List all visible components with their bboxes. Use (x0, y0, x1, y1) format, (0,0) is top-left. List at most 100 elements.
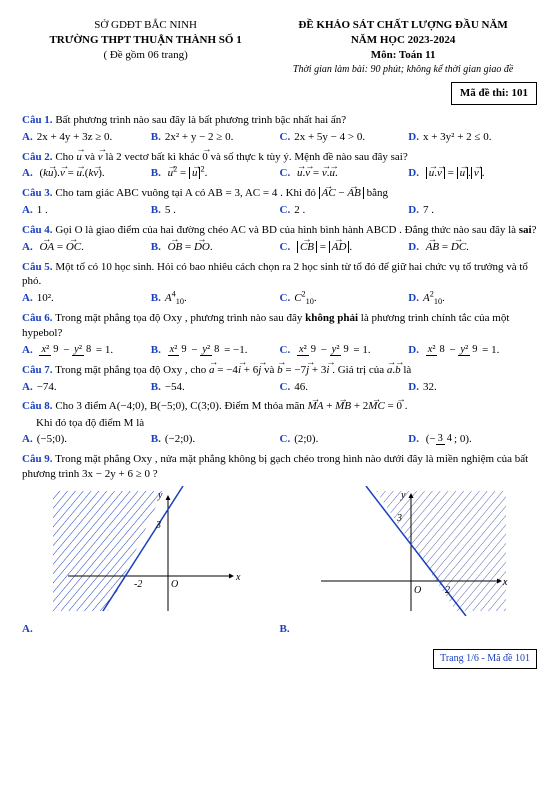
q7-optA: A.−74. (22, 380, 151, 395)
q4-optD: D. →AB = →DC. (408, 240, 537, 255)
q2-optD: D. →u.→v = →u.→v. (408, 166, 537, 181)
year: NĂM HỌC 2023-2024 (269, 33, 537, 48)
q3-A: 1 . (37, 204, 48, 216)
q5-opts: A.10². B.A410. C.C210. D.A210. (22, 291, 537, 306)
q4-qm: ? (532, 224, 537, 236)
q2-optA: A. (k→u).→v = →u.(k→v). (22, 166, 151, 181)
q7: Câu 7. Trong mặt phẳng tọa độ Oxy , cho … (22, 363, 537, 378)
svg-text:y: y (400, 490, 406, 501)
chart-B: x y 2 O 3 (311, 486, 511, 616)
q5-optC: C.C210. (280, 291, 409, 306)
q3-pre: Cho tam giác ABC vuông tại A có AB = 3, … (53, 187, 319, 199)
q1: Câu 1. Bất phương trình nào sau đây là b… (22, 113, 537, 128)
q2-tb: là 2 vectơ bất kì khác (105, 151, 202, 163)
q9-optA: A. (22, 622, 280, 637)
q9-opts: A. B. (22, 622, 537, 637)
exam-code: Mã đề thi: 101 (451, 82, 537, 105)
q5-optA: A.10². (22, 291, 151, 306)
q8-opts: A.(−5;0). B.(−2;0). C.(2;0). D. (−34; 0)… (22, 432, 537, 447)
q6-optC: C. x²9 − y²9 = 1. (280, 343, 409, 358)
svg-text:3: 3 (155, 520, 161, 531)
q2-opts: A. (k→u).→v = →u.(k→v). B. →u2 = →u2. C.… (22, 166, 537, 181)
figA: x y -2 O 3 (22, 486, 275, 621)
q8: Câu 8. Cho 3 điểm A(−4;0), B(−5;0), C(3;… (22, 399, 537, 414)
q1-D: x + 3y² + 2 ≤ 0. (423, 131, 492, 143)
vec-ab: →a (387, 363, 393, 378)
q3-expr: →AC − →AB (319, 187, 364, 199)
q8-num: Câu 8. (22, 400, 53, 412)
q7-t3: là (403, 364, 411, 376)
q4-text: Gọi O là giao điểm của hai đường chéo AC… (53, 224, 519, 236)
page-count: ( Đề gồm 06 trang) (22, 48, 269, 63)
svg-text:y: y (157, 490, 163, 501)
q6: Câu 6. Trong mặt phẳng tọa độ Oxy , phươ… (22, 311, 537, 341)
q6-optA: A. x²9 − y²8 = 1. (22, 343, 151, 358)
q7-optD: D.32. (408, 380, 537, 395)
q3-optC: C.2 . (280, 203, 409, 218)
q7-optC: C.46. (280, 380, 409, 395)
q7-num: Câu 7. (22, 364, 53, 376)
q6-optD: D. x²8 − y²9 = 1. (408, 343, 537, 358)
q7-B: −54. (165, 381, 185, 393)
chart-A: x y -2 O 3 (48, 486, 248, 616)
q5: Câu 5. Một tổ có 10 học sinh. Hỏi có bao… (22, 260, 537, 290)
q8-B: (−2;0). (165, 433, 195, 445)
page-number: Trang 1/6 - Mã đề 101 (433, 649, 537, 669)
q3-optB: B.5 . (151, 203, 280, 218)
q4-optB: B. →OB = →DO. (151, 240, 280, 255)
figB: x y 2 O 3 (285, 486, 538, 621)
svg-text:O: O (414, 585, 421, 596)
exam-code-row: Mã đề thi: 101 (22, 82, 537, 105)
q7-t1: Trong mặt phẳng tọa độ Oxy , cho (53, 364, 209, 376)
q7-t2: . Giá trị của (332, 364, 387, 376)
q4-optA: A. →OA = →OC. (22, 240, 151, 255)
q8-C: (2;0). (294, 433, 318, 445)
q3-num: Câu 3. (22, 187, 53, 199)
q6-bold: không phải (305, 312, 358, 324)
q3-C: 2 . (294, 204, 305, 216)
q4-sai: sai (519, 224, 532, 236)
q1-optB: B.2x² + y − 2 ≥ 0. (151, 130, 280, 145)
q9-optB: B. (280, 622, 538, 637)
header-right: ĐỀ KHẢO SÁT CHẤT LƯỢNG ĐẦU NĂM NĂM HỌC 2… (269, 18, 537, 76)
q8-sub: Khi đó tọa độ điểm M là (36, 416, 537, 431)
q3-optD: D.7 . (408, 203, 537, 218)
q8-A: (−5;0). (37, 433, 67, 445)
q8-optD: D. (−34; 0). (408, 432, 537, 447)
subject: Môn: Toán 11 (269, 48, 537, 63)
q1-opts: A.2x + 4y + 3z ≥ 0. B.2x² + y − 2 ≥ 0. C… (22, 130, 537, 145)
q5-num: Câu 5. (22, 261, 53, 273)
q3-opts: A.1 . B.5 . C.2 . D.7 . (22, 203, 537, 218)
svg-text:2: 2 (445, 585, 450, 596)
exam-title: ĐỀ KHẢO SÁT CHẤT LƯỢNG ĐẦU NĂM (269, 18, 537, 33)
q3-D: 7 . (423, 204, 434, 216)
svg-text:O: O (171, 579, 178, 590)
q1-optD: D.x + 3y² + 2 ≤ 0. (408, 130, 537, 145)
figures: x y -2 O 3 x y (22, 486, 537, 621)
q4-opts: A. →OA = →OC. B. →OB = →DO. C. →CB = →AD… (22, 240, 537, 255)
header-left: SỞ GDĐT BẮC NINH TRƯỜNG THPT THUẬN THÀNH… (22, 18, 269, 76)
q8-optC: C.(2;0). (280, 432, 409, 447)
school: TRƯỜNG THPT THUẬN THÀNH SỐ 1 (22, 33, 269, 48)
q5-optB: B.A410. (151, 291, 280, 306)
q5-optD: D.A210. (408, 291, 537, 306)
q3-optA: A.1 . (22, 203, 151, 218)
svg-text:3: 3 (396, 513, 402, 524)
q8-t1: Cho 3 điểm A(−4;0), B(−5;0), C(3;0). Điể… (53, 400, 308, 412)
q6-text: Trong mặt phẳng tọa độ Oxy , phương trìn… (53, 312, 306, 324)
q9-num: Câu 9. (22, 453, 53, 465)
q7-D: 32. (423, 381, 437, 393)
q7-opts: A.−74. B.−54. C.46. D.32. (22, 380, 537, 395)
svg-text:x: x (502, 577, 508, 588)
q1-optA: A.2x + 4y + 3z ≥ 0. (22, 130, 151, 145)
q6-num: Câu 6. (22, 312, 53, 324)
q5-A: 10². (37, 292, 54, 304)
q1-B: 2x² + y − 2 ≥ 0. (165, 131, 234, 143)
duration: Thời gian làm bài: 90 phút; không kể thờ… (269, 63, 537, 77)
q2-optC: C. →u.→v = →v.→u. (280, 166, 409, 181)
q8-optA: A.(−5;0). (22, 432, 151, 447)
q1-optC: C.2x + 5y − 4 > 0. (280, 130, 409, 145)
vec-b: →b (277, 363, 283, 378)
q1-num: Câu 1. (22, 114, 53, 126)
vec-a: →a (209, 363, 215, 378)
